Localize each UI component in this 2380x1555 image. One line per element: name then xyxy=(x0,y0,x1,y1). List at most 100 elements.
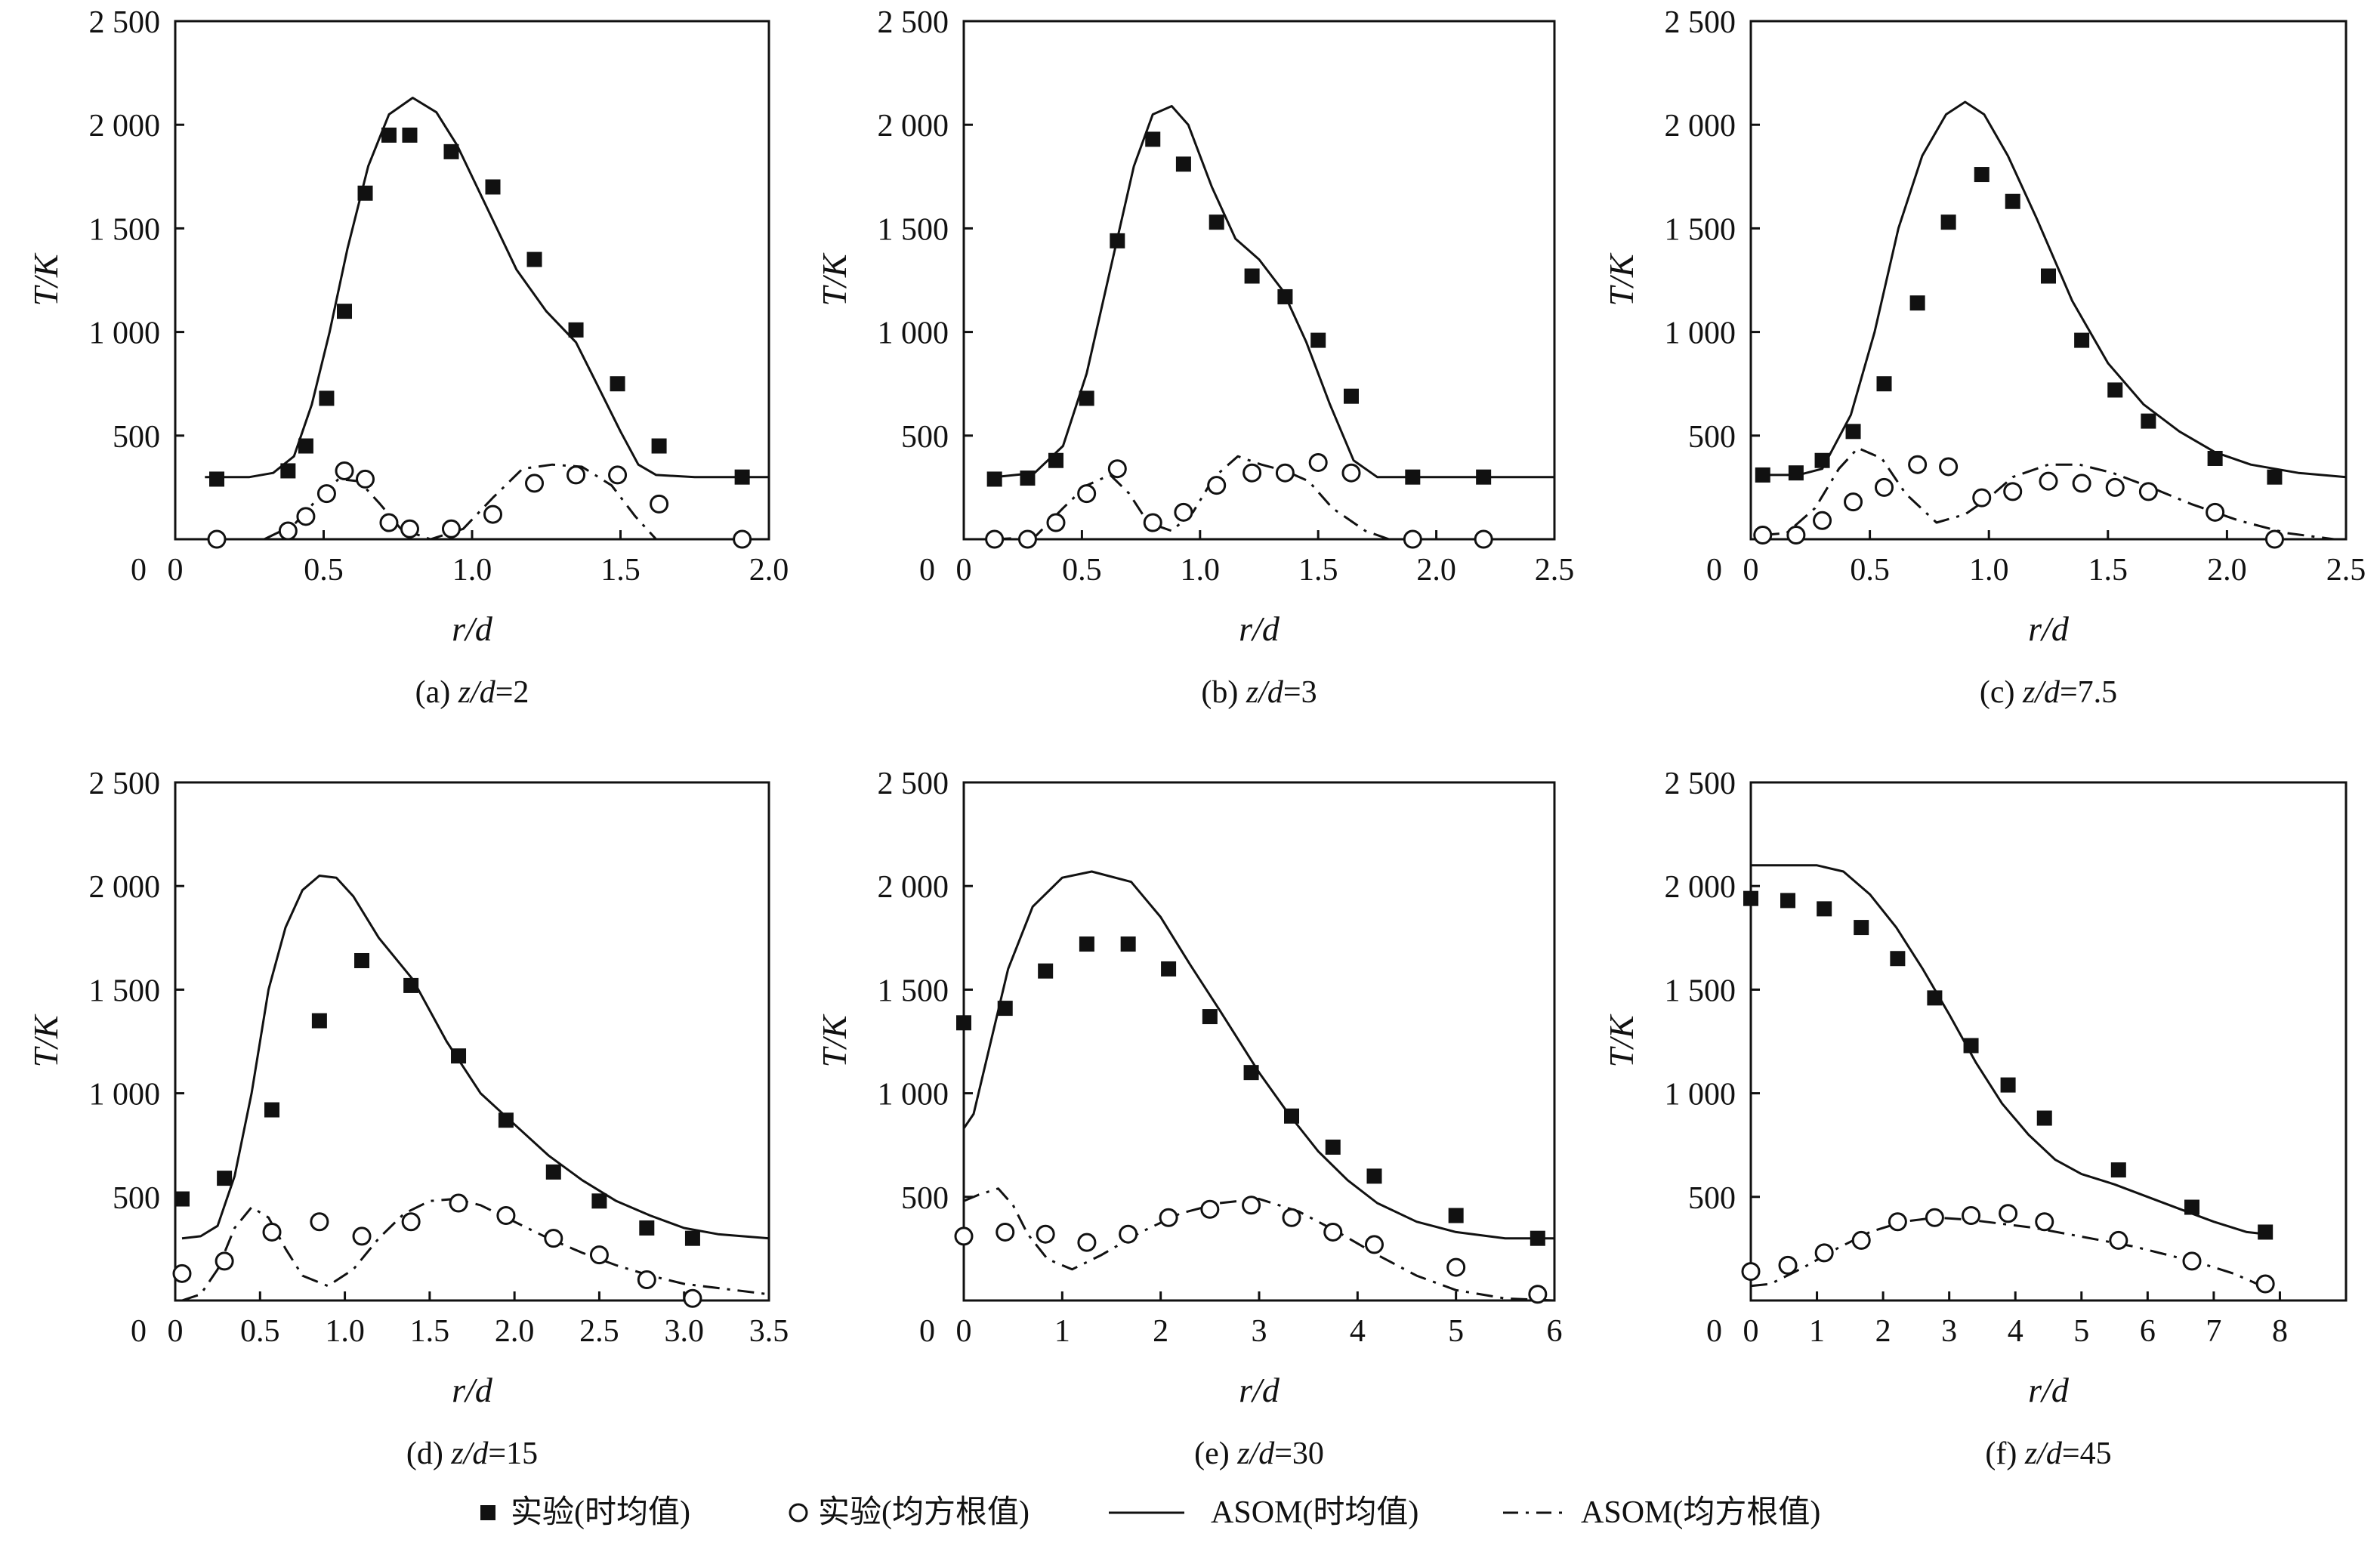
y-tick-label: 500 xyxy=(1688,1181,1736,1216)
y-tick-label: 1 500 xyxy=(878,212,949,247)
data-point-exp-rms xyxy=(954,1226,974,1246)
x-tick-label: 6 xyxy=(1547,1314,1563,1349)
data-point-exp-mean xyxy=(2005,193,2020,209)
data-point-exp-rms xyxy=(352,1226,372,1246)
data-point-exp-rms xyxy=(2138,482,2158,501)
data-point-exp-mean xyxy=(2207,450,2223,466)
legend-label-asom-mean: ASOM(时均值) xyxy=(1211,1495,1418,1530)
data-point-exp-mean xyxy=(1814,452,1830,468)
x-tick-label: 3 xyxy=(1941,1314,1957,1349)
data-point-exp-mean xyxy=(2000,1077,2016,1093)
x-axis-label: r/d xyxy=(2028,1371,2070,1409)
caption-prefix: (a) xyxy=(415,675,458,710)
y-axis-label: T/K xyxy=(1602,252,1641,306)
y-tick-label: 1 500 xyxy=(89,212,161,247)
data-point-exp-mean xyxy=(280,463,296,479)
data-point-exp-mean xyxy=(986,471,1002,487)
data-point-exp-mean xyxy=(1020,471,1036,486)
data-point-exp-mean xyxy=(956,1015,971,1031)
data-point-exp-mean xyxy=(1277,288,1293,304)
series-line-asom-mean xyxy=(1751,864,2267,1236)
data-point-exp-rms xyxy=(608,465,628,485)
data-point-exp-rms xyxy=(1159,1208,1178,1227)
data-point-exp-mean xyxy=(2258,1224,2274,1240)
chart-panel-b: 0 0.5 1.0 1.5 2.0 2.5 500 1 000 1 500 2 000 2 500 0… xyxy=(815,5,1574,710)
origin-label: 0 xyxy=(919,553,935,588)
data-point-exp-rms xyxy=(379,513,399,532)
data-point-exp-rms xyxy=(1364,1235,1384,1254)
data-point-exp-mean xyxy=(2041,268,2056,284)
x-axis-label: r/d xyxy=(1239,1371,1280,1409)
data-point-exp-rms xyxy=(1939,457,1959,477)
caption-variable: z/d xyxy=(2022,675,2061,710)
chart-panel-d: 0 0.5 1.0 1.5 2.0 2.5 3.0 3.5 500 1 000 1 500 2 000… xyxy=(26,767,789,1471)
data-point-exp-mean xyxy=(354,952,370,968)
data-point-exp-rms xyxy=(525,474,545,493)
data-point-exp-rms xyxy=(589,1245,609,1265)
data-point-exp-rms xyxy=(1046,513,1066,532)
data-point-exp-rms xyxy=(2255,1274,2275,1294)
series-line-asom-mean xyxy=(1762,100,2347,479)
data-point-exp-mean xyxy=(209,471,225,487)
caption-value: =45 xyxy=(2062,1436,2112,1471)
x-tick-label: 1.5 xyxy=(1298,553,1338,588)
origin-label: 0 xyxy=(1706,553,1722,588)
data-point-exp-rms xyxy=(1077,484,1097,504)
caption-value: =3 xyxy=(1283,675,1317,710)
x-tick-label: 3.0 xyxy=(664,1314,704,1349)
x-tick-label: 1 xyxy=(1809,1314,1825,1349)
data-point-exp-mean xyxy=(485,179,501,195)
data-point-exp-rms xyxy=(400,519,419,538)
caption-prefix: (f) xyxy=(1985,1436,2024,1471)
data-point-exp-mean xyxy=(1743,890,1758,906)
data-point-exp-rms xyxy=(1207,476,1227,495)
y-tick-label: 2 000 xyxy=(878,870,949,905)
caption-variable: z/d xyxy=(458,675,496,710)
panel-caption: (d) z/d=15 xyxy=(406,1436,538,1471)
data-point-exp-rms xyxy=(2109,1230,2128,1250)
x-tick-label: 2.5 xyxy=(579,1314,619,1349)
origin-label: 0 xyxy=(1706,1314,1722,1349)
y-axis-label: T/K xyxy=(1602,1014,1641,1067)
data-point-exp-mean xyxy=(1110,233,1125,248)
x-tick-label: 1.0 xyxy=(325,1314,365,1349)
data-point-exp-rms xyxy=(1403,529,1422,549)
data-point-exp-mean xyxy=(1175,156,1191,172)
data-point-exp-rms xyxy=(316,484,336,504)
data-point-exp-rms xyxy=(207,529,227,549)
y-axis-label: T/K xyxy=(26,252,65,306)
panel-caption: (c) z/d=7.5 xyxy=(1980,675,2117,710)
data-point-exp-rms xyxy=(637,1270,656,1290)
data-point-exp-rms xyxy=(1908,455,1928,474)
x-axis-label: r/d xyxy=(2028,609,2070,648)
data-point-exp-mean xyxy=(1405,469,1421,485)
x-tick-label: 5 xyxy=(2073,1314,2089,1349)
data-point-exp-mean xyxy=(2074,332,2090,348)
x-tick-label: 1.5 xyxy=(410,1314,450,1349)
x-tick-label: 7 xyxy=(2206,1314,2221,1349)
data-point-exp-mean xyxy=(526,251,542,267)
data-point-exp-mean xyxy=(1343,388,1359,404)
data-point-exp-rms xyxy=(733,529,752,549)
x-tick-label: 2.5 xyxy=(2326,553,2366,588)
data-point-exp-mean xyxy=(298,438,313,454)
data-point-exp-rms xyxy=(996,1222,1015,1242)
y-tick-label: 1 500 xyxy=(1665,212,1736,247)
data-point-exp-mean xyxy=(610,376,625,392)
y-tick-label: 500 xyxy=(113,1181,160,1216)
legend-marker-circle xyxy=(789,1503,808,1523)
x-tick-label: 1 xyxy=(1054,1314,1070,1349)
y-tick-label: 1 000 xyxy=(89,1078,161,1112)
data-point-exp-mean xyxy=(2036,1110,2052,1126)
data-point-exp-mean xyxy=(1209,214,1224,230)
data-point-exp-mean xyxy=(1366,1168,1382,1184)
x-tick-label: 2 xyxy=(1875,1314,1891,1349)
legend-label-exp-rms: 实验(均方根值) xyxy=(818,1495,1029,1530)
caption-value: =15 xyxy=(488,1436,538,1471)
plot-frame xyxy=(962,20,1556,541)
x-axis-label: r/d xyxy=(452,1371,493,1409)
data-point-exp-rms xyxy=(2264,529,2284,549)
data-point-exp-rms xyxy=(441,519,461,538)
data-point-exp-mean xyxy=(498,1112,514,1128)
data-point-exp-mean xyxy=(451,1048,467,1064)
